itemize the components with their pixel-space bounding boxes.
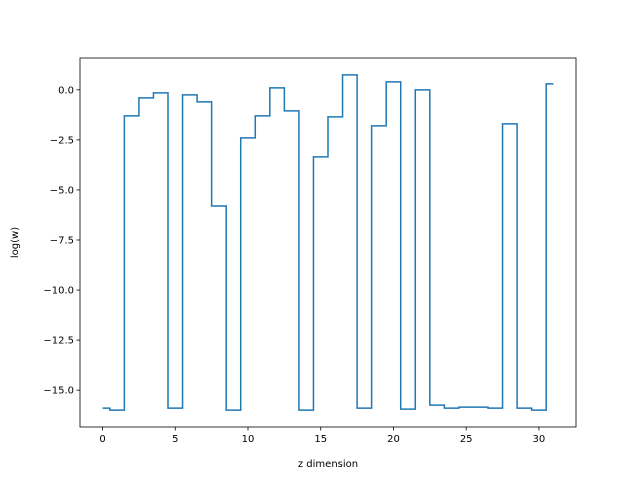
x-tick-label: 20	[387, 434, 400, 445]
x-tick-label: 15	[314, 434, 327, 445]
x-tick-label: 30	[533, 434, 546, 445]
y-tick-label: −2.5	[50, 135, 74, 146]
series-line-0	[102, 74, 554, 411]
x-axis-ticks: 0 5 10 15 20 25 30	[99, 427, 545, 445]
y-tick-label: −7.5	[50, 235, 74, 246]
x-tick-label: 10	[242, 434, 255, 445]
plot-layer	[102, 74, 554, 411]
y-axis-ticks: 0.0 −2.5 −5.0 −7.5 −10.0 −12.5 −15.0	[43, 85, 80, 397]
y-tick-label: −10.0	[43, 286, 74, 297]
y-tick-label: −5.0	[50, 185, 74, 196]
x-tick-label: 5	[172, 434, 178, 445]
x-tick-label: 25	[460, 434, 473, 445]
y-tick-label: 0.0	[58, 85, 74, 96]
y-tick-label: −15.0	[43, 386, 74, 397]
axes-frame	[79, 57, 577, 428]
y-axis-label: log(w)	[10, 227, 21, 258]
x-axis-label: z dimension	[298, 459, 358, 470]
y-tick-label: −12.5	[43, 336, 74, 347]
x-tick-label: 0	[99, 434, 105, 445]
